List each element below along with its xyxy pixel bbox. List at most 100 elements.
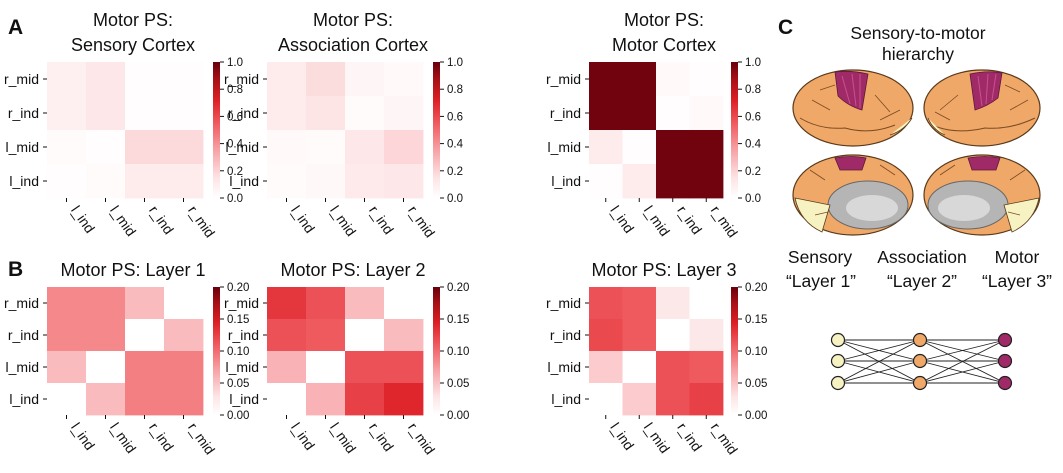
colorbar-tick-label: 0.05 [447,378,469,390]
colorbar [731,287,738,415]
colorbar-tick-label: 1.0 [447,57,463,69]
row-tick-label: l_mid [548,359,581,375]
colorbar-tick-label: 0.15 [227,314,249,326]
heatmap-title-line: Motor PS: [624,10,704,30]
heatmap-cell [47,96,87,131]
heatmap-panel-6: Motor PS: Layer 3r_midr_indl_midl_indl_i… [546,260,767,457]
row-tick-label: r_mid [224,71,259,87]
heatmap-title-line: Motor PS: Layer 2 [280,260,425,280]
heatmap-cell [306,319,346,352]
network-node [830,375,846,391]
heatmap-cell [689,383,724,416]
heatmap-group: Motor PS:Sensory Cortexr_midr_indl_midl_… [4,10,767,457]
heatmap-cell [164,164,204,199]
row-tick-label: l_mid [226,139,259,155]
heatmap-cell [589,164,623,199]
colorbar-tick-label: 1.0 [745,57,761,69]
heatmap-cell [125,130,165,165]
heatmap-cell [689,96,724,131]
heatmap-cell [306,62,346,97]
heatmap-cell [689,351,724,384]
heatmap-cell [86,164,126,199]
colorbar [731,62,738,198]
row-tick-label: r_ind [550,105,581,121]
heatmap-cell [125,351,165,384]
heatmap-cell [125,319,165,352]
heatmap-cell [164,96,204,131]
heatmap-cell [306,383,346,416]
col-tick-label: l_mid [641,420,673,457]
panel-letter-a: A [8,16,23,39]
network-node [997,353,1013,369]
heatmap-cell [47,351,87,384]
network-node [912,375,928,391]
row-tick-label: r_ind [228,327,259,343]
heatmap-cell [306,351,346,384]
network-edge [837,339,921,362]
heatmap-panel-3: Motor PS:Motor Cortexr_midr_indl_midl_in… [546,10,762,240]
heatmap-cell [306,96,346,131]
heatmap-cell [384,287,424,320]
heatmap-cell [589,96,623,131]
heatmap-cell [622,383,657,416]
heatmap-cell [345,62,385,97]
row-tick-label: r_mid [224,295,259,311]
colorbar-tick-label: 0.15 [447,314,469,326]
heatmap-panel-5: Motor PS: Layer 2r_midr_indl_midl_indl_i… [224,260,469,457]
row-tick-label: l_ind [9,173,39,189]
col-tick-label: l_mid [107,420,139,457]
heatmap-cell [656,287,690,320]
col-tick-label: l_ind [288,420,318,453]
heatmap-cell [86,96,126,131]
col-tick-label: r_ind [146,420,177,455]
row-tick-label: l_mid [6,139,39,155]
row-tick-label: r_mid [4,295,39,311]
row-tick-label: r_mid [546,295,581,311]
brain-right-medial-icon [923,154,1041,236]
heatmap-cell [267,164,307,199]
heatmap-cell [384,351,424,384]
heatmap-cell [86,130,126,165]
heatmap-title-line: Association Cortex [278,35,428,55]
heatmap-cell [125,287,165,320]
heatmap-cell [689,164,724,199]
col-tick-label: l_ind [288,203,318,236]
heatmap-title-line: Sensory Cortex [71,35,195,55]
label-association: Association [877,247,967,267]
colorbar-tick-label: 0.6 [745,111,761,123]
heatmap-cell [267,287,307,320]
heatmap-cell [384,130,424,165]
heatmap-cell [164,62,204,97]
colorbar-tick-label: 0.05 [745,378,767,390]
row-tick-label: l_ind [229,173,259,189]
colorbar-tick-label: 0.8 [227,84,243,96]
panel-c-title-line-1: Sensory-to-motor [850,23,985,43]
heatmap-cell [656,164,690,199]
heatmap-cell [689,130,724,165]
colorbar-tick-label: 0.2 [745,166,761,178]
heatmap-cell [622,351,657,384]
colorbar-tick-label: 0.10 [227,346,249,358]
heatmap-cell [622,319,657,352]
heatmap-cell [689,319,724,352]
brain-left-lateral-icon [792,69,914,147]
panel-letter-b: B [8,258,23,281]
colorbar-tick-label: 0.0 [447,193,463,205]
label-motor: Motor [995,247,1040,267]
col-tick-label: r_ind [146,203,177,238]
row-tick-label: l_ind [229,391,259,407]
heatmap-cell [47,62,87,97]
network-diagram [830,332,1013,391]
heatmap-cell [164,351,204,384]
col-tick-label: l_ind [68,203,98,236]
heatmap-cell [267,319,307,352]
colorbar-tick-label: 0.15 [745,314,767,326]
heatmap-cell [622,287,657,320]
heatmap-cell [306,130,346,165]
heatmap-cell [384,62,424,97]
row-tick-label: l_ind [9,391,39,407]
row-tick-label: r_ind [228,105,259,121]
col-tick-label: r_ind [674,420,705,455]
heatmap-cell [345,319,385,352]
heatmap-cell [47,130,87,165]
